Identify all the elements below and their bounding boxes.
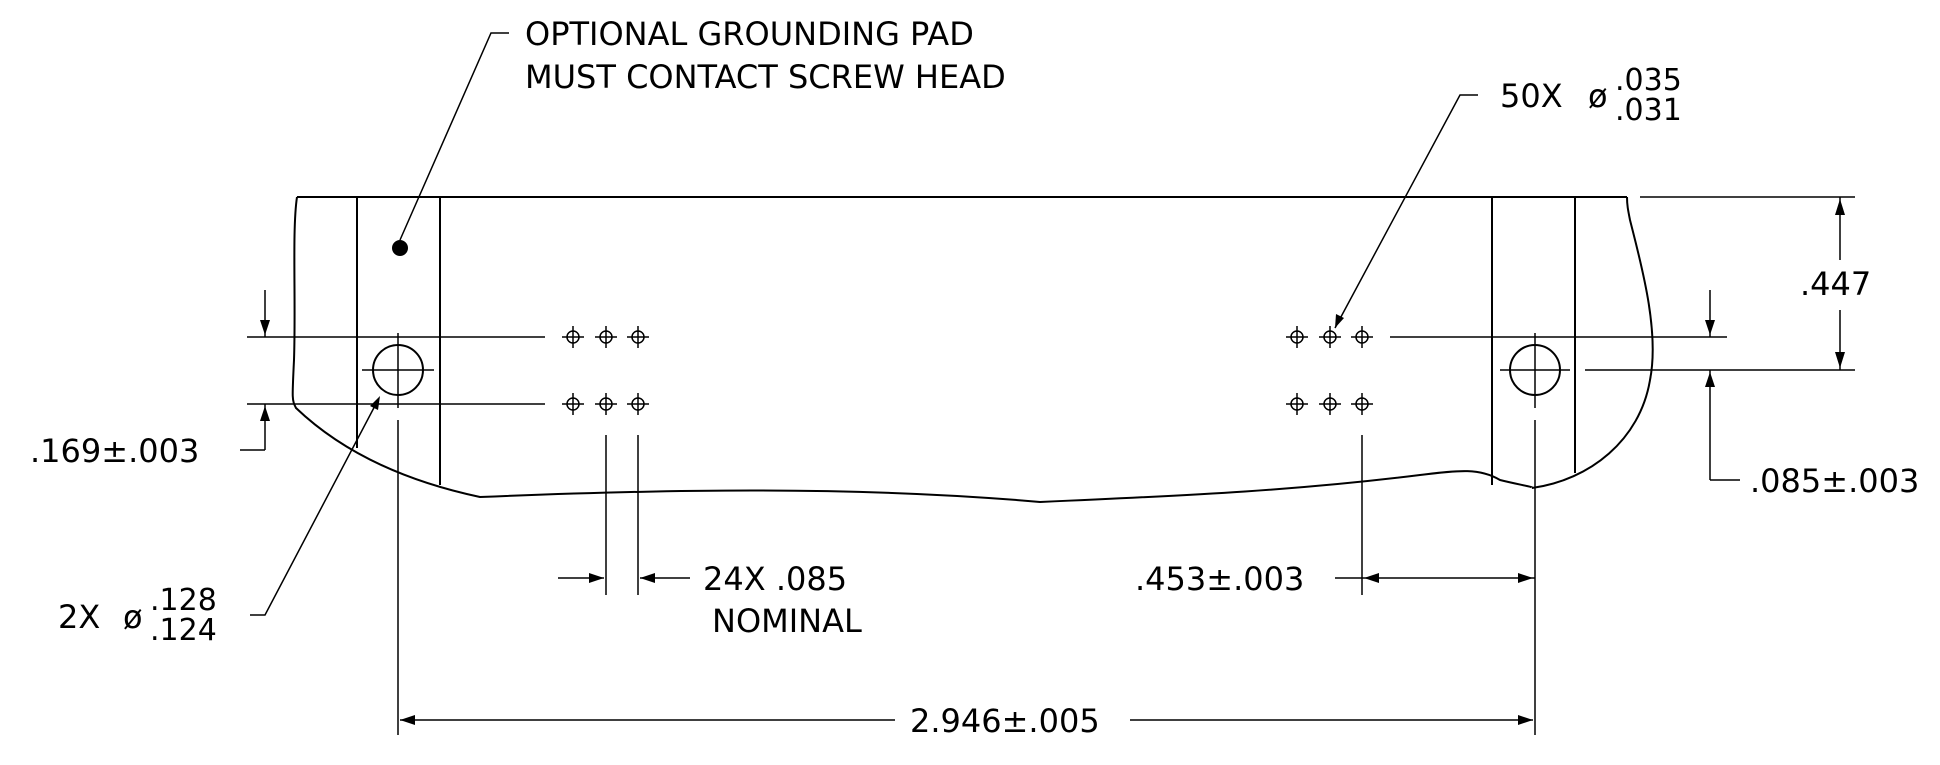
left-mounting-flange [356, 197, 441, 485]
screw-count-text: 2X [58, 598, 100, 636]
pin-hole [1351, 326, 1373, 348]
pin-dia-min: .031 [1615, 93, 1682, 128]
pin-hole [562, 393, 584, 415]
grounding-note-line2: MUST CONTACT SCREW HEAD [525, 58, 1006, 96]
pin-hole [627, 326, 649, 348]
right-spacing-dimension [1335, 420, 1536, 735]
pin-hole [1286, 326, 1308, 348]
screw-diameter-leader [250, 396, 380, 616]
height-dimension-text: .447 [1800, 265, 1871, 303]
pin-dia-max: .035 [1615, 63, 1682, 98]
grounding-pad-dot [392, 240, 408, 256]
pin-hole [627, 393, 649, 415]
right-mounting-flange [1491, 197, 1576, 485]
left-offset-dimension [240, 290, 270, 451]
connector-body-outline [291, 196, 1654, 504]
pin-hole [1286, 393, 1308, 415]
right-pin-group [1286, 326, 1373, 415]
screw-dia-symbol: ø [123, 598, 143, 636]
left-offset-text: .169±.003 [30, 432, 199, 470]
right-offset-dimension [1705, 290, 1740, 481]
right-spacing-text: .453±.003 [1135, 560, 1304, 598]
pin-dia-symbol: ø [1588, 77, 1608, 115]
pin-hole [1351, 393, 1373, 415]
grounding-note-line1: OPTIONAL GROUNDING PAD [525, 15, 974, 53]
grounding-note-leader [399, 32, 509, 241]
pin-hole [1319, 326, 1341, 348]
right-offset-text: .085±.003 [1750, 462, 1919, 500]
pin-hole [562, 326, 584, 348]
pitch-dimension [558, 435, 690, 595]
pin-hole [595, 326, 617, 348]
overall-dimension-text: 2.946±.005 [910, 702, 1100, 740]
screw-dia-max: .128 [150, 583, 217, 618]
pin-diameter-leader [1334, 94, 1478, 329]
pin-hole [595, 393, 617, 415]
pitch-note-text: NOMINAL [712, 602, 862, 640]
pin-count-text: 50X [1500, 77, 1563, 115]
pin-row-extension-lines [247, 336, 1727, 405]
height-dimension [1640, 196, 1855, 371]
left-pin-group [562, 326, 649, 415]
pin-hole [1319, 393, 1341, 415]
screw-dia-min: .124 [150, 613, 217, 648]
pitch-text: 24X .085 [703, 560, 847, 598]
overall-dimension [397, 420, 1533, 735]
